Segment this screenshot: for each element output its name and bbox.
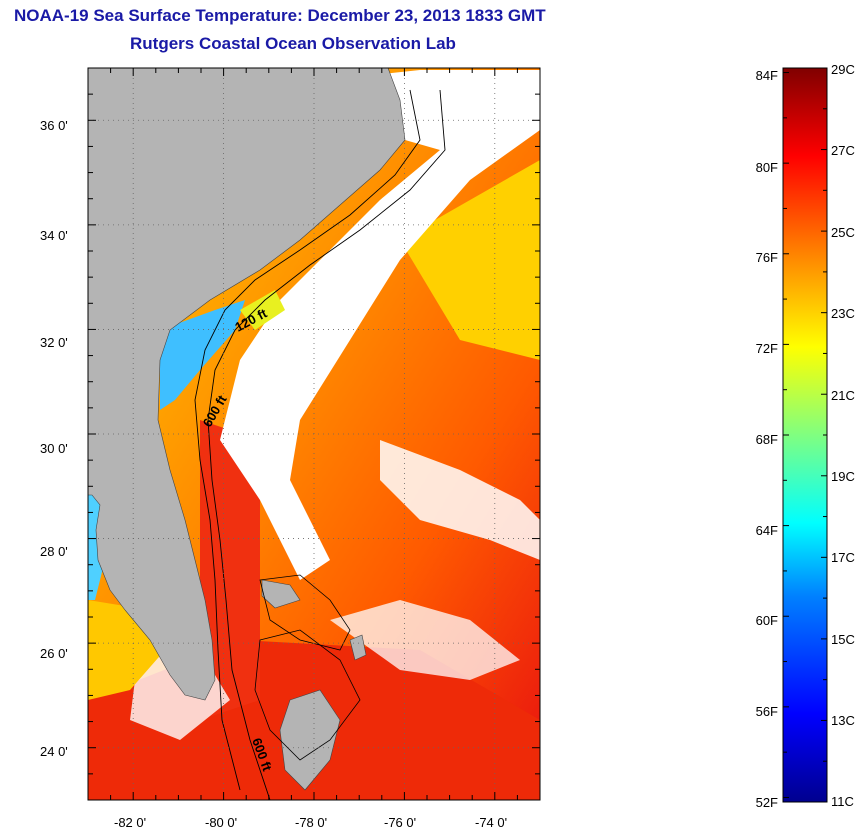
lon-tick-label: -80 0' [205,815,237,830]
gulf-stream-core [200,420,260,720]
colorbar-f-label: 84F [756,68,778,83]
colorbar-f-label: 72F [756,341,778,356]
colorbar-c-label: 11C [831,794,854,809]
contour-bahamas [259,574,351,651]
lon-tick-label: -74 0' [475,815,507,830]
contour-bahamas [254,629,361,761]
map-title: NOAA-19 Sea Surface Temperature: Decembe… [14,6,546,25]
cloud-cover [220,70,540,580]
colorbar-c-label: 13C [831,713,855,728]
lon-tick-label: -82 0' [114,815,146,830]
colorbar-c-label: 29C [831,62,855,77]
lat-tick-label: 26 0' [40,646,68,661]
island [261,579,301,609]
colorbar-f-label: 56F [756,704,778,719]
map-ticks [87,67,541,801]
cloud-patch [380,440,540,560]
island [349,634,367,661]
lat-tick-label: 36 0' [40,118,68,133]
lat-tick-label: 34 0' [40,228,68,243]
colorbar-c-label: 21C [831,388,855,403]
contour-600ft [207,89,446,800]
colorbar-c-label: 17C [831,550,855,565]
colorbar-f-label: 60F [756,613,778,628]
land-mass [88,68,406,701]
map-subtitle: Rutgers Coastal Ocean Observation Lab [130,34,456,53]
cool-water-region [400,160,540,360]
colorbar-f-label: 52F [756,795,778,810]
colorbar-c-label: 15C [831,632,855,647]
colorbar-ticks [783,67,827,803]
lat-tick-label: 30 0' [40,441,68,456]
colorbar-scale [782,67,828,803]
colorbar-f-label: 68F [756,432,778,447]
cloud-patch [330,600,520,680]
map-area [88,68,540,800]
cold-nearshore-water [160,300,245,410]
lon-tick-label: -78 0' [295,815,327,830]
colorbar: 84F 80F 76F 72F 68F 64F 60F 56F 52F 29C … [756,62,855,810]
island [279,689,341,791]
lon-tick-label: -76 0' [384,815,416,830]
lat-tick-label: 32 0' [40,335,68,350]
lat-tick-label: 24 0' [40,744,68,759]
colorbar-c-label: 23C [831,306,855,321]
lat-tick-label: 28 0' [40,544,68,559]
cool-nearshore-water [240,290,285,330]
colorbar-f-label: 80F [756,160,778,175]
colorbar-f-label: 76F [756,250,778,265]
map-grid [88,68,540,800]
colorbar-c-label: 19C [831,469,855,484]
contour-120ft [194,89,421,791]
colorbar-c-label: 25C [831,225,855,240]
colorbar-c-label: 27C [831,143,855,158]
colorbar-f-label: 64F [756,523,778,538]
